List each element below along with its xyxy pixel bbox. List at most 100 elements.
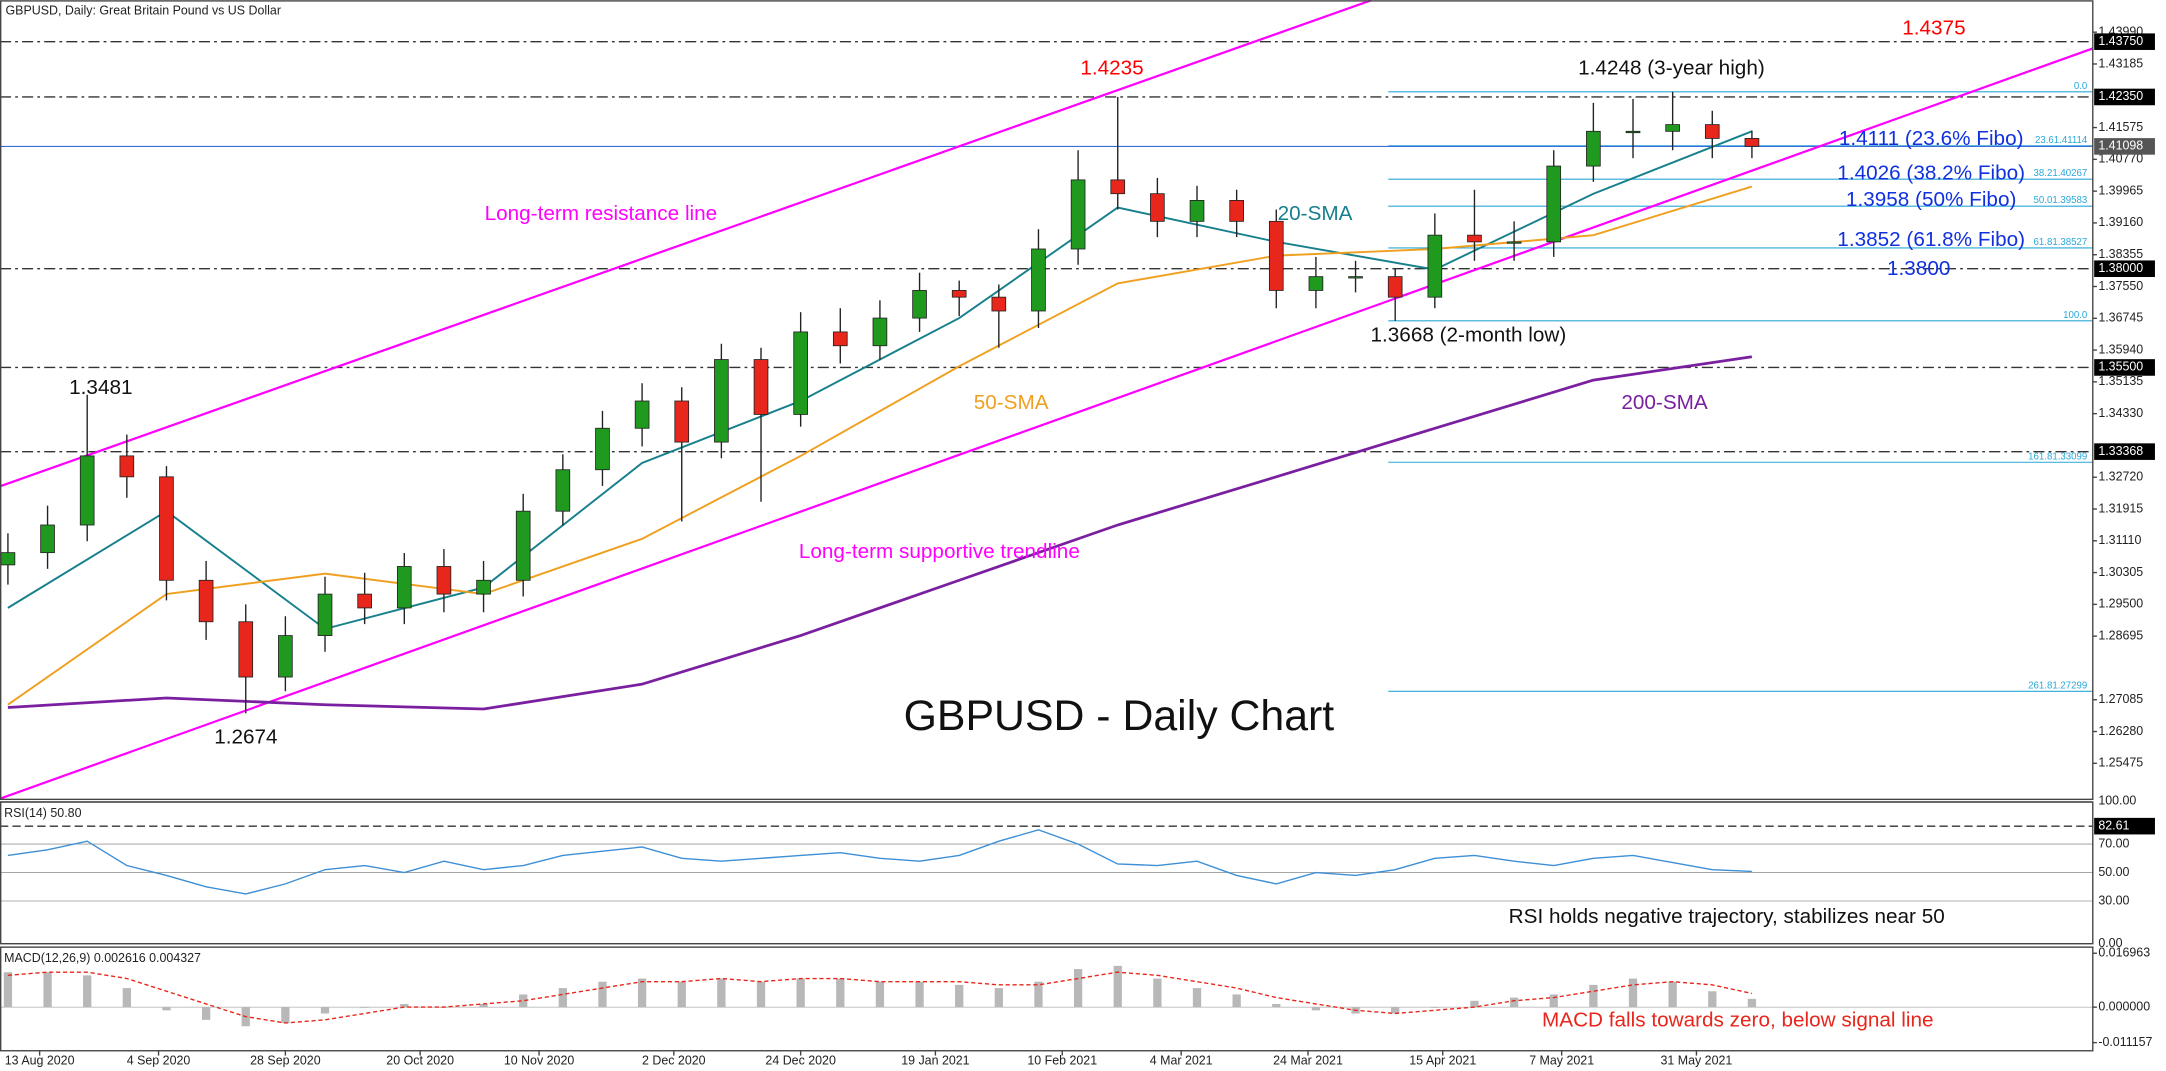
rsi-title: RSI(14) 50.80 (4, 806, 81, 820)
x-tick-label: 28 Sep 2020 (250, 1053, 321, 1067)
macd-bar (201, 1007, 211, 1020)
y-tick-label: 1.29500 (2098, 597, 2143, 611)
macd-bar (994, 988, 1003, 1008)
macd-bar (558, 988, 567, 1008)
macd-bar (360, 1007, 369, 1008)
x-tick-label: 2 Dec 2020 (642, 1053, 706, 1067)
candle-body (753, 359, 769, 415)
macd-bar (1470, 1000, 1479, 1008)
annotation: 1.3481 (69, 376, 132, 399)
macd-bar (1668, 981, 1677, 1008)
y-tick-label: 1.31110 (2098, 533, 2141, 547)
candle-body (991, 296, 1007, 312)
price-box-label: 1.41098 (2098, 139, 2143, 153)
y-tick-label: 1.36745 (2098, 311, 2143, 325)
candle-body (1665, 124, 1680, 132)
candle-body (1387, 276, 1403, 298)
annotation: 1.4026 (38.2% Fibo) (1837, 162, 2025, 185)
fibo-label: 38.21.40267 (2034, 168, 2088, 179)
y-tick-label: 1.38355 (2098, 247, 2143, 261)
x-tick-label: 19 Jan 2021 (901, 1053, 969, 1067)
macd-bar (1192, 988, 1202, 1008)
candle-body (396, 566, 412, 609)
candle-body (1427, 234, 1443, 298)
macd-note: MACD falls towards zero, below signal li… (1542, 1009, 1934, 1032)
candle-body (1268, 220, 1284, 291)
price-box-label: 1.38000 (2098, 261, 2143, 275)
macd-bar (479, 1003, 488, 1008)
y-tick-label: 1.32720 (2098, 470, 2143, 484)
candle-body (1189, 200, 1205, 222)
macd-bar (3, 972, 13, 1008)
macd-bar (1708, 991, 1717, 1008)
y-tick-label: 1.41575 (2098, 120, 2143, 134)
macd-bar (875, 981, 885, 1008)
candle-body (912, 290, 927, 319)
y-tick-label: 1.34330 (2098, 406, 2143, 420)
price-box (2094, 88, 2155, 106)
y-tick-label: 50.00 (2098, 865, 2129, 879)
macd-bar (1073, 969, 1083, 1008)
annotation: 1.4248 (3-year high) (1578, 57, 1765, 80)
price-box (2094, 443, 2155, 460)
candle-body (1348, 276, 1363, 279)
x-tick-label: 20 Oct 2020 (386, 1053, 454, 1067)
candle-body (1467, 234, 1482, 243)
y-tick-label: 0.00 (2098, 936, 2122, 950)
trendline (0, 0, 1372, 488)
candle-body (436, 566, 452, 595)
y-tick-label: 1.28695 (2098, 628, 2143, 642)
candle-body (476, 579, 491, 595)
y-tick-label: -0.011157 (2098, 1035, 2152, 1049)
main-panel-frame (0, 0, 2094, 801)
x-tick-label: 13 Aug 2020 (5, 1053, 75, 1067)
macd-bar (637, 978, 647, 1008)
macd-bar (1589, 984, 1598, 1008)
y-tick-label: 1.30305 (2098, 565, 2143, 579)
price-box (2094, 817, 2155, 835)
y-tick-label: 1.25475 (2098, 756, 2143, 770)
trendline-label: Long-term supportive trendline (799, 540, 1080, 563)
x-tick-label: 31 May 2021 (1661, 1053, 1733, 1067)
candle-body (515, 510, 531, 581)
annotation: 1.2674 (214, 725, 277, 748)
labels: GBPUSD, Daily: Great Britain Pound vs US… (4, 4, 2025, 1032)
macd-bar (1391, 1007, 1400, 1014)
price-box (2094, 138, 2155, 155)
candle-body (1625, 130, 1641, 134)
x-tick-label: 15 Apr 2021 (1409, 1053, 1476, 1067)
macd-bar (1232, 994, 1241, 1008)
macd-bar (1034, 981, 1043, 1008)
x-tick-label: 7 May 2021 (1529, 1053, 1594, 1067)
price-box-label: 1.42350 (2098, 89, 2143, 103)
candle-body (1546, 165, 1562, 243)
rsi-note: RSI holds negative trajectory, stabilize… (1509, 905, 1945, 928)
candle-body (1744, 138, 1760, 147)
y-tick-label: 1.37550 (2098, 279, 2143, 293)
annotation: 1.3800 (1887, 257, 1950, 280)
series-label: 50-SMA (974, 391, 1049, 414)
candle-body (555, 469, 571, 512)
annotation: 1.4235 (1080, 57, 1143, 80)
candle-body (1110, 179, 1126, 195)
series-label: 20-SMA (1278, 202, 1353, 225)
candle-body (872, 317, 888, 347)
candle-body (1308, 276, 1324, 291)
macd-bar (717, 978, 726, 1008)
trendline (0, 47, 2094, 800)
annotation: 1.3958 (50% Fibo) (1846, 188, 2016, 211)
macd-bar (1272, 1003, 1281, 1008)
candle-body (317, 593, 333, 636)
candle-body (1506, 241, 1522, 244)
x-tick-label: 4 Mar 2021 (1150, 1053, 1213, 1067)
macd-bar (122, 988, 131, 1008)
candle-body (951, 290, 967, 298)
y-tick-label: 0.000000 (2098, 999, 2150, 1013)
candle-body (198, 579, 214, 623)
candle-body (119, 455, 135, 478)
rsi-line (7, 829, 1752, 895)
macd-bar (519, 994, 528, 1008)
